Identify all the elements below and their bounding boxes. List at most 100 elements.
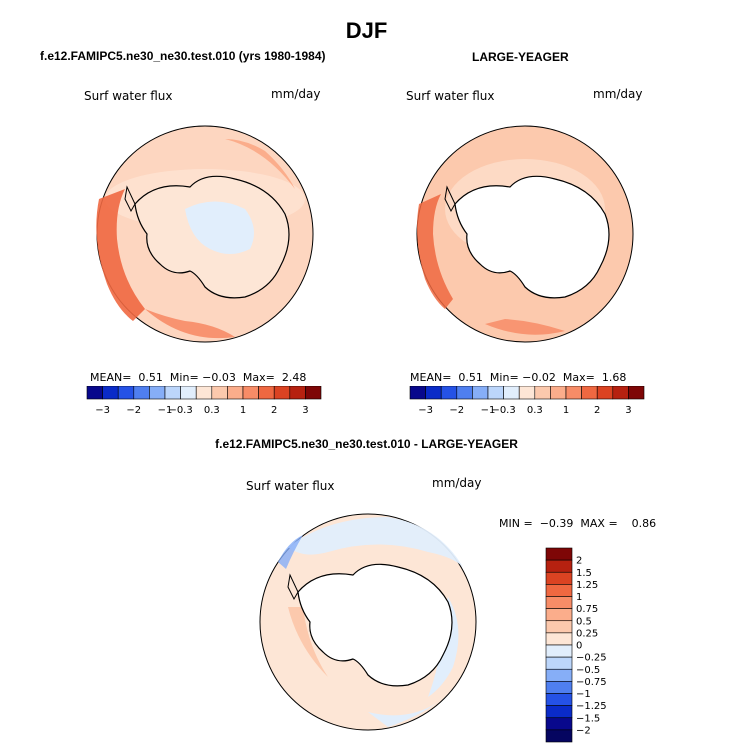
panel-2-colorbar-label: 2 [594, 405, 600, 416]
panel-2-colorbar-box [581, 386, 598, 400]
panel-1-colorbar-box [195, 386, 213, 400]
panel-3-colorbar-box [545, 584, 573, 597]
panel-3-colorbar-box [545, 693, 573, 706]
panel-1-colorbar-box [180, 386, 197, 400]
panel-1-colorbar-box [133, 386, 150, 400]
panel-1-colorbar-box [117, 386, 135, 400]
panel-3-colorbar-label: −2 [576, 725, 591, 736]
panel-2-min: −0.02 [522, 371, 556, 384]
panel-3-colorbar-label: 0 [576, 641, 582, 652]
panel-2-colorbar-label: 1 [563, 405, 569, 416]
panel-3-stats: MIN = −0.39 MAX = 0.86 [499, 517, 657, 530]
panel-3-variable: Surf water flux [246, 479, 335, 493]
panel-2-colorbar-label: −2 [449, 405, 464, 416]
panel-3-colorbar-box [545, 705, 573, 719]
panel-1-colorbar-box [102, 386, 119, 400]
panel-2-colorbar-label: −3 [418, 405, 433, 416]
panel-1-colorbar-box [86, 386, 103, 400]
panel-2-colorbar-box [503, 386, 520, 400]
panel-1-colorbar-label: −0.3 [168, 405, 192, 416]
panel-3-colorbar-box [545, 620, 573, 634]
panel-3-colorbar-label: 1.5 [576, 568, 592, 579]
panel-1-variable: Surf water flux [84, 89, 173, 103]
panel-3-colorbar-label: 0.75 [576, 604, 598, 615]
panel-1-colorbar-box [305, 386, 322, 400]
panel-2-map-high-west [417, 194, 453, 309]
panel-1-colorbar-box [273, 386, 291, 400]
panel-1-colorbar-label: 3 [302, 405, 308, 416]
panel-3-units: mm/day [432, 476, 482, 490]
panel-3-colorbar-box [545, 559, 573, 573]
panel-1-colorbar-label: 0.3 [204, 405, 220, 416]
panel-3-colorbar-box [545, 644, 573, 658]
panel-1-map [96, 125, 314, 343]
panel-3-title: f.e12.FAMIPC5.ne30_ne30.test.010 - LARGE… [215, 437, 518, 451]
panel-2-max: 1.68 [601, 371, 627, 384]
panel-1-colorbar-label: −2 [126, 405, 141, 416]
panel-1-colorbar-box [258, 386, 275, 400]
panel-1-colorbar-label: −1 [158, 405, 173, 416]
panel-1-max: 2.48 [281, 371, 307, 384]
panel-2-antarctica [454, 175, 610, 299]
panel-2-colorbar-box [456, 386, 473, 400]
panel-2-colorbar-box [518, 386, 536, 400]
panel-3-min: −0.39 [539, 517, 574, 530]
panel-1-colorbar-label: 2 [271, 405, 277, 416]
panel-1-units: mm/day [271, 87, 321, 101]
panel-1-colorbar-box [211, 386, 228, 400]
panel-2-colorbar-label: −1 [481, 405, 496, 416]
panel-2-colorbar-box [425, 386, 442, 400]
panel-1-colorbar: −3 −2 −1−0.3 0.3 1 2 3 [86, 386, 322, 416]
panel-3-map [259, 513, 477, 731]
panel-2-colorbar-box [628, 386, 645, 400]
panel-3-colorbar-label: −0.75 [576, 677, 607, 688]
panel-2-mean: 0.51 [458, 371, 483, 384]
panel-2-colorbar-box [534, 386, 551, 400]
panel-3-colorbar-box [545, 681, 573, 694]
panel-3-colorbar-label: −0.25 [576, 653, 607, 664]
panel-3-colorbar-label: 2 [576, 556, 582, 567]
panel-2-colorbar-box [612, 386, 629, 400]
panel-2-title: LARGE-YEAGER [472, 50, 569, 64]
panel-2-colorbar-box [487, 386, 504, 400]
panel-3-map-negative-north [288, 517, 463, 567]
panel-1-colorbar-label: 1 [240, 405, 246, 416]
panel-3-colorbar-label: 0.25 [576, 628, 598, 639]
panel-2-map [416, 125, 634, 343]
panel-1-colorbar-box [227, 386, 244, 400]
panel-3-antarctica [297, 563, 453, 687]
panel-2-colorbar-box [550, 386, 567, 400]
panel-1-map-high-west [96, 189, 145, 321]
panel-3-colorbar-label: −0.5 [576, 665, 600, 676]
panel-2-colorbar-label: 3 [625, 405, 631, 416]
panel-3-colorbar-box [545, 668, 573, 682]
panel-3-colorbar: 21.51.2510.750.50.250−0.25−0.5−0.75−1−1.… [545, 547, 607, 743]
panel-1-title: f.e12.FAMIPC5.ne30_ne30.test.010 (yrs 19… [40, 49, 326, 63]
panel-2-colorbar-box [409, 386, 426, 400]
panel-2-colorbar-box [565, 386, 582, 400]
panel-3-colorbar-box [545, 608, 573, 622]
panel-3-colorbar-box [545, 547, 573, 561]
panel-2-stats: MEAN= 0.51 Min= −0.02 Max= 1.68 [410, 371, 627, 384]
panel-3-colorbar-label: 0.5 [576, 616, 592, 627]
panel-3-colorbar-label: −1.25 [576, 701, 607, 712]
panel-3-colorbar-label: 1.25 [576, 580, 598, 591]
panel-3-colorbar-box [545, 717, 573, 731]
panel-3-colorbar-box [545, 656, 573, 670]
panel-2-colorbar-label: 0.3 [527, 405, 543, 416]
panel-3-colorbar-box [545, 571, 573, 585]
panel-1-colorbar-label: −3 [95, 405, 110, 416]
panel-3-colorbar-label: 1 [576, 592, 582, 603]
panel-1-colorbar-box [289, 386, 306, 400]
panel-3-colorbar-box [545, 632, 573, 646]
panel-2-units: mm/day [593, 87, 643, 101]
panel-2-colorbar-label: −0.3 [491, 405, 515, 416]
panel-3-colorbar-label: −1.5 [576, 713, 600, 724]
panel-1-mean: 0.51 [138, 371, 163, 384]
panel-3-max: 0.86 [631, 517, 657, 530]
panel-1-colorbar-box [242, 386, 259, 400]
figure-title: DJF [345, 18, 388, 43]
panel-2-colorbar-box [596, 386, 614, 400]
panel-3-colorbar-label: −1 [576, 689, 591, 700]
panel-3-colorbar-box [545, 729, 573, 743]
